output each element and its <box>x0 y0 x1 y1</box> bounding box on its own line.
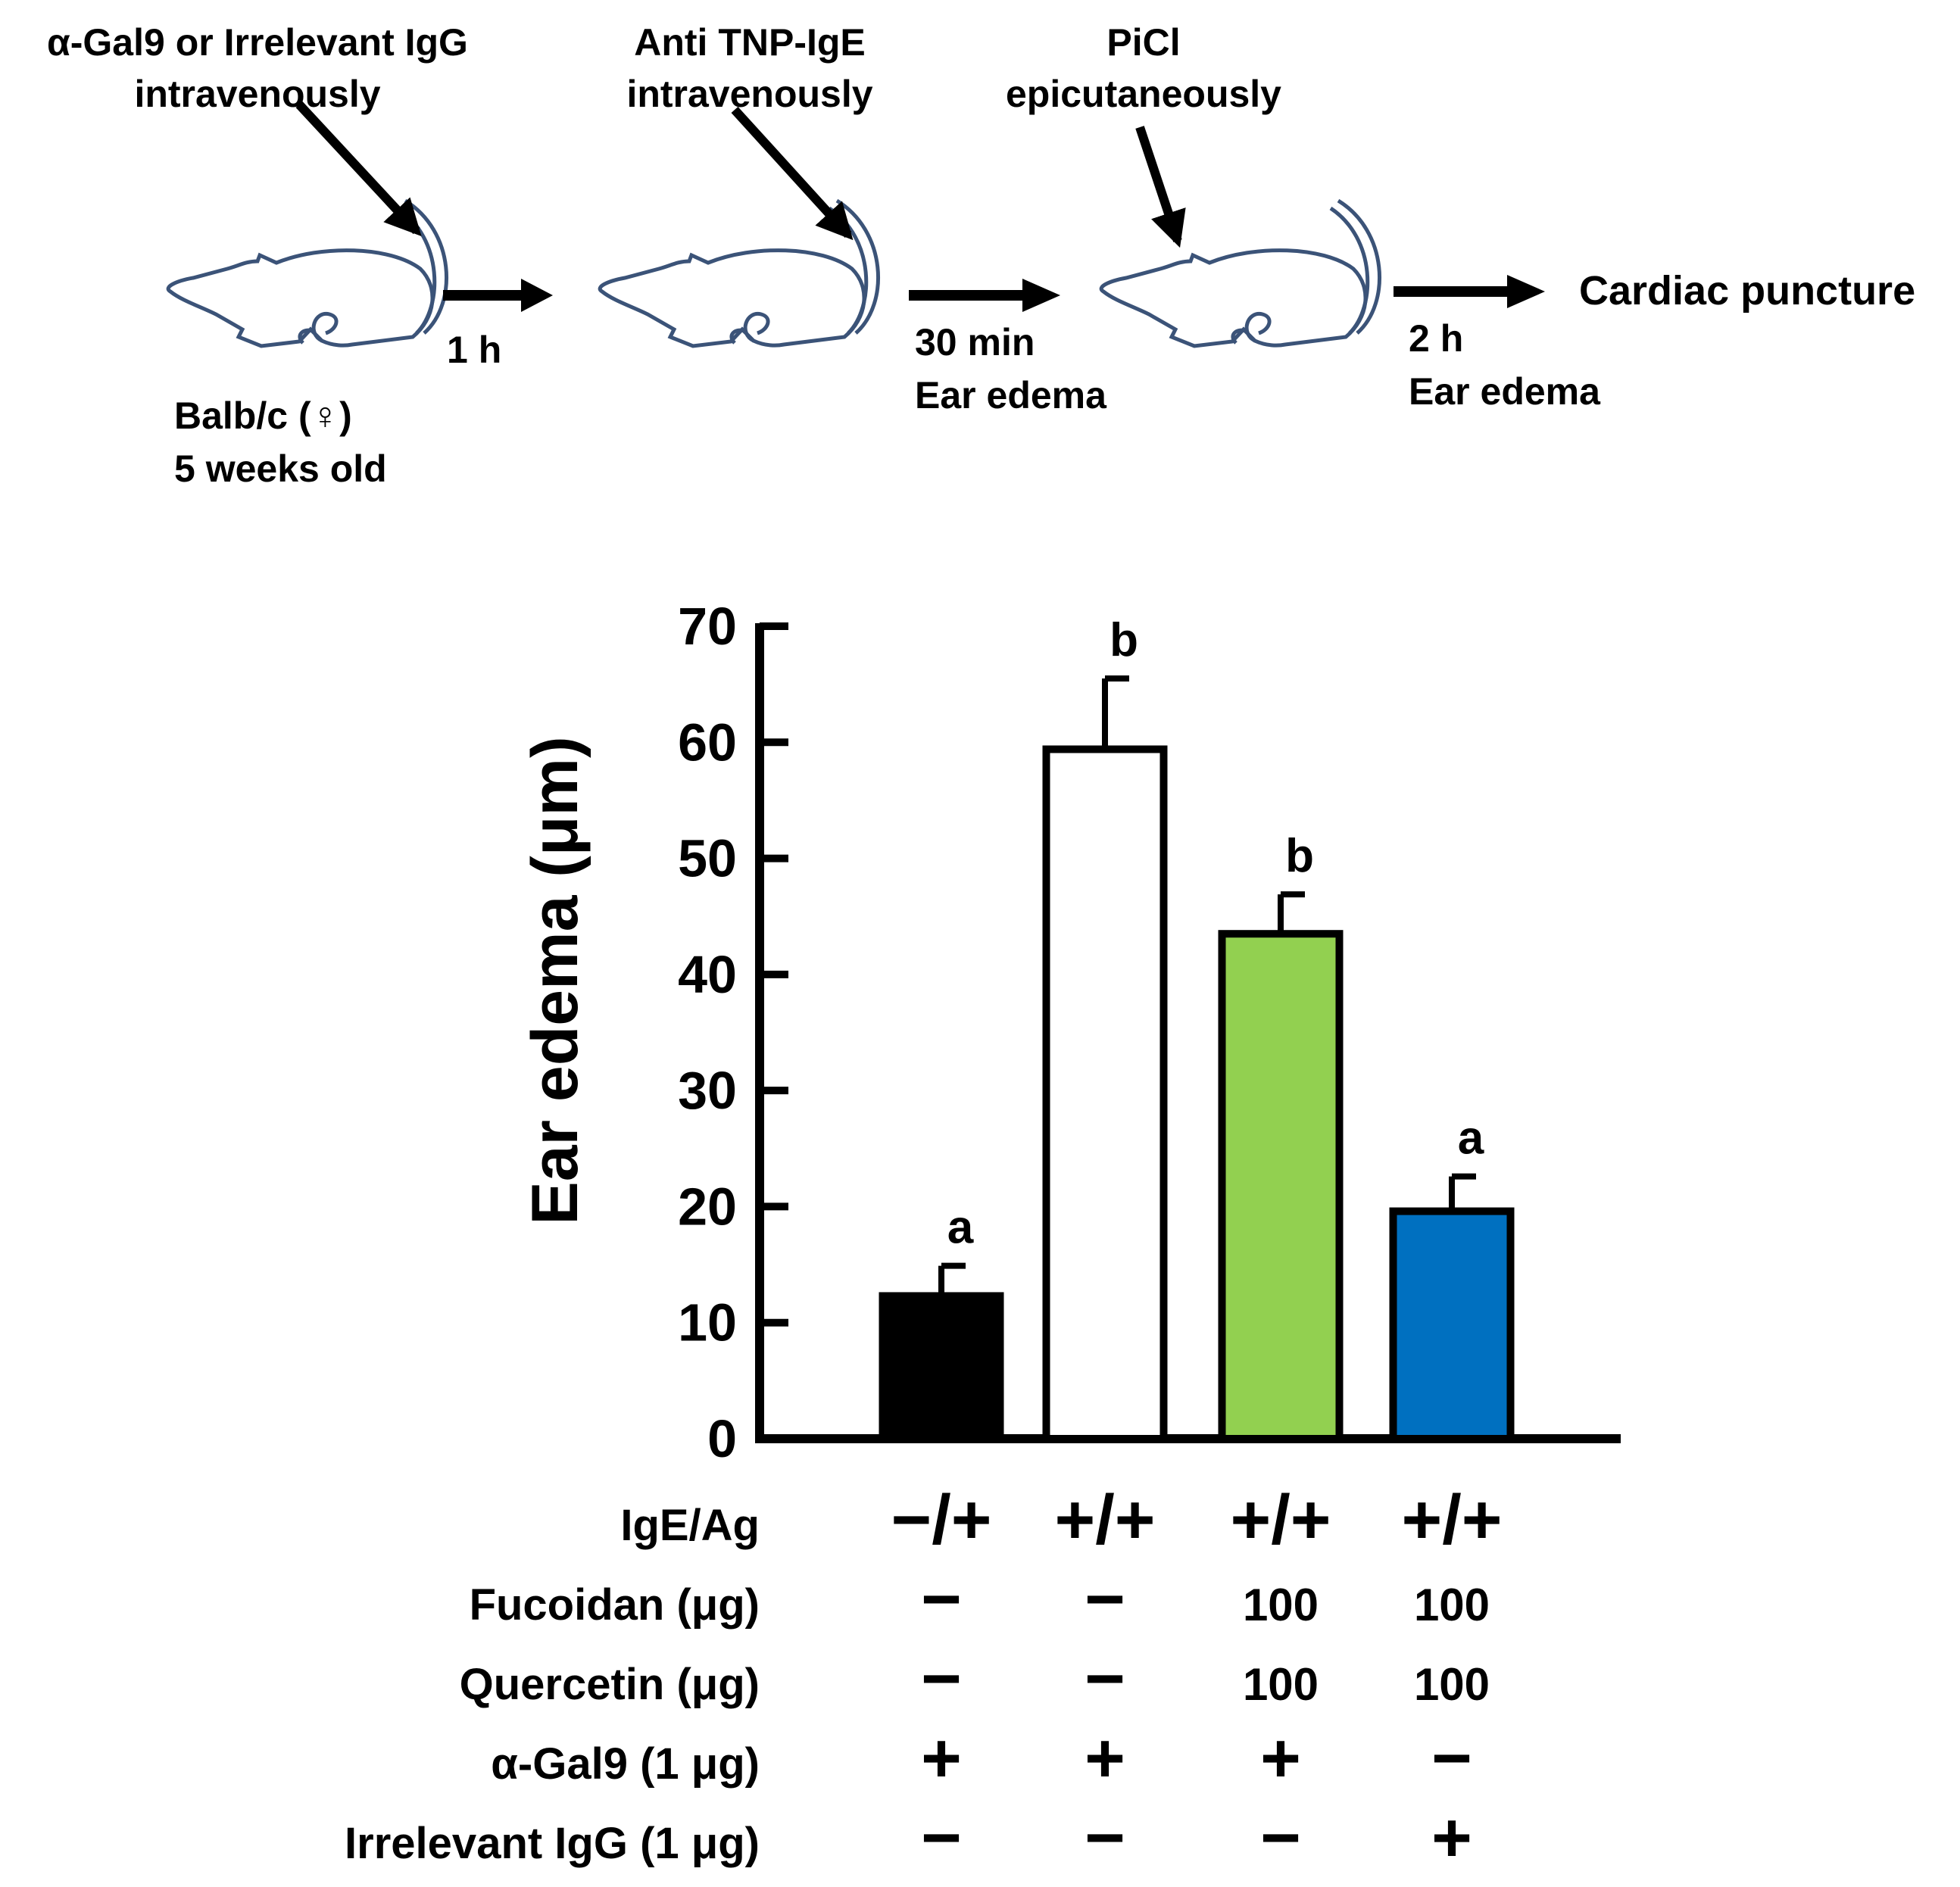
treatment-cell: − <box>1085 1799 1125 1876</box>
y-tick-label: 10 <box>678 1293 737 1352</box>
treatment-cell: 100 <box>1242 1659 1319 1710</box>
treatment-row-label: Quercetin (μg) <box>459 1660 760 1709</box>
endpoint-label: Cardiac puncture <box>1579 268 1916 313</box>
treatment-row-label: IgE/Ag <box>620 1501 760 1550</box>
pointer-arrow-icon <box>731 106 854 241</box>
y-tick-label: 0 <box>707 1409 737 1468</box>
pointer-arrow-icon <box>295 101 422 237</box>
step1-label-bottom: intravenously <box>134 73 381 115</box>
treatment-cell: − <box>921 1561 962 1638</box>
y-tick-label: 60 <box>678 713 737 772</box>
y-tick-label: 30 <box>678 1061 737 1120</box>
step2-label-top: Anti TNP-IgE <box>634 21 866 64</box>
y-tick-label: 40 <box>678 945 737 1004</box>
y-tick-label: 70 <box>678 597 737 656</box>
treatment-cell: −/+ <box>891 1481 992 1558</box>
significance-label: b <box>1285 830 1314 882</box>
bar <box>1218 930 1344 1443</box>
treatment-cell: +/+ <box>1401 1481 1503 1558</box>
step2-label-bottom: intravenously <box>626 73 873 115</box>
step3-label-bottom: epicutaneously <box>1006 73 1281 115</box>
y-axis-label: Ear edema (μm) <box>519 736 591 1224</box>
treatment-cell: − <box>1085 1640 1125 1717</box>
treatment-cell: +/+ <box>1054 1481 1156 1558</box>
interval2-time-label: 30 min <box>915 321 1035 363</box>
treatment-cell: +/+ <box>1230 1481 1331 1558</box>
treatment-cell: 100 <box>1413 1659 1490 1710</box>
treatment-cell: + <box>1431 1799 1472 1876</box>
y-tick-label: 50 <box>678 829 737 888</box>
treatment-cell: + <box>1260 1720 1301 1797</box>
bar <box>879 1292 1004 1443</box>
treatment-cell: + <box>921 1720 962 1797</box>
right-arrow-icon <box>1022 279 1060 312</box>
significance-label: a <box>947 1202 974 1254</box>
significance-label: a <box>1458 1112 1484 1165</box>
y-tick-label: 20 <box>678 1177 737 1236</box>
pointer-arrow-icon <box>1135 126 1186 248</box>
mouse-age-label: 5 weeks old <box>174 448 387 490</box>
interval3-measure-label: Ear edema <box>1409 370 1600 413</box>
significance-label: b <box>1110 614 1138 666</box>
protocol-schematic <box>0 101 1545 530</box>
treatment-row-label: α-Gal9 (1 μg) <box>491 1739 760 1789</box>
treatment-cell: − <box>1260 1799 1301 1876</box>
step3-label-top: PiCl <box>1106 21 1181 64</box>
treatment-cell: − <box>921 1640 962 1717</box>
treatment-cell: − <box>921 1799 962 1876</box>
interval1-label: 1 h <box>447 329 502 371</box>
bar <box>1042 745 1168 1443</box>
treatment-cell: − <box>1085 1561 1125 1638</box>
right-arrow-icon <box>1507 275 1545 308</box>
step1-label-top: α-Gal9 or Irrelevant IgG <box>47 21 468 64</box>
interval3-time-label: 2 h <box>1409 317 1464 360</box>
bar-chart: 0 10 20 30 40 50 60 70 Ear edema (μm) a b b a <box>519 597 1621 1468</box>
treatment-row-label: Irrelevant IgG (1 μg) <box>345 1819 760 1868</box>
treatment-row-label: Fucoidan (μg) <box>469 1580 760 1630</box>
treatment-cell: − <box>1431 1720 1472 1797</box>
treatment-cell: 100 <box>1413 1580 1490 1630</box>
right-arrow-icon <box>521 279 553 312</box>
treatment-cell: 100 <box>1242 1580 1319 1630</box>
treatment-cell: + <box>1085 1720 1125 1797</box>
mouse-strain-label: Balb/c (♀) <box>174 395 352 437</box>
interval2-measure-label: Ear edema <box>915 374 1106 416</box>
bar <box>1389 1207 1515 1443</box>
